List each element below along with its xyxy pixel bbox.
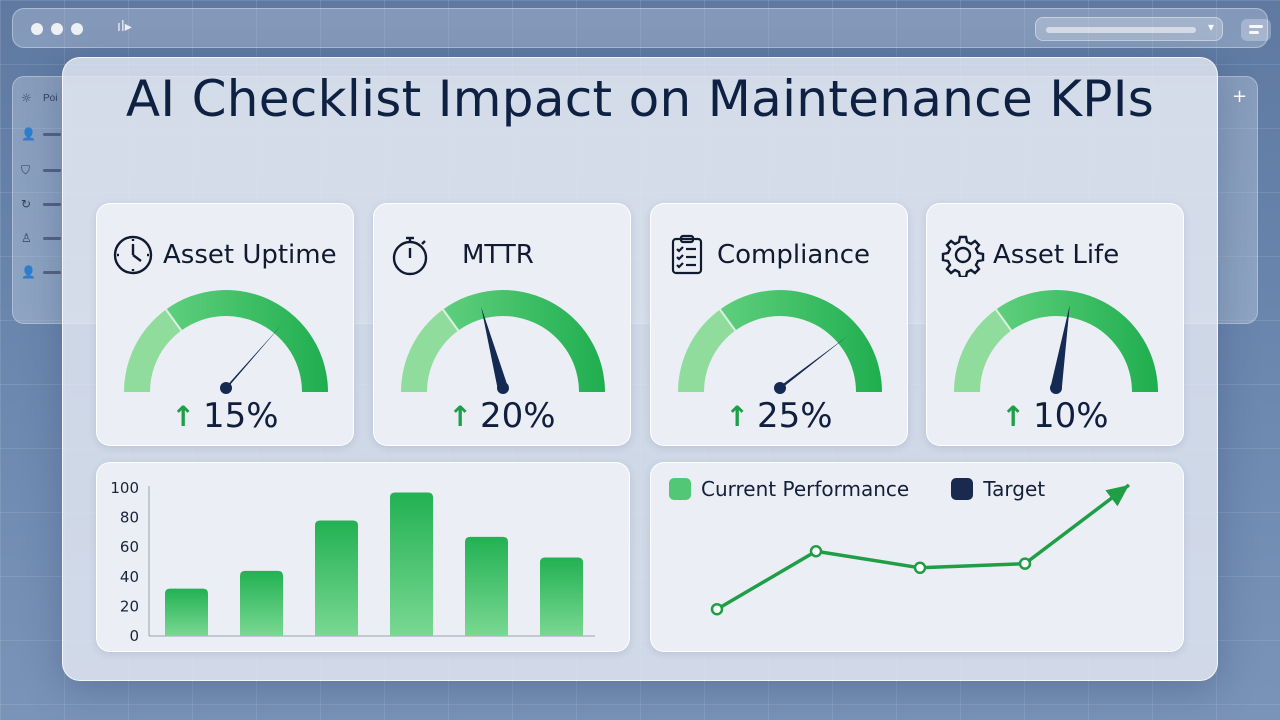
gauge-asset-life: [954, 290, 1158, 394]
gauge-hub: [774, 382, 786, 394]
bar: [540, 557, 583, 636]
sidebar-item-2[interactable]: ⛉: [21, 163, 61, 177]
window-dot-close[interactable]: [31, 23, 43, 35]
gauge-mttr: [401, 290, 605, 394]
line-point: [809, 544, 823, 558]
person-icon: ♙: [21, 231, 32, 245]
checklist-icon: [665, 233, 709, 277]
line-series-current: [716, 483, 1131, 611]
bar-chart: 0 20 40 60 80 100: [110, 479, 595, 645]
clock-icon: [111, 233, 155, 277]
bar: [165, 588, 208, 636]
gauge-divider: [719, 308, 737, 332]
bar: [315, 520, 358, 636]
window-dot-maximize[interactable]: [71, 23, 83, 35]
menu-icon[interactable]: [1241, 19, 1271, 41]
line-point: [710, 602, 724, 616]
line-chart-card: Current Performance Target: [650, 462, 1184, 652]
user-icon: 👤: [21, 127, 36, 141]
gauge-arc-high: [443, 290, 605, 392]
sun-icon: ☼: [21, 91, 32, 105]
shield-icon: ⛉: [21, 163, 31, 177]
user-icon: 👤: [21, 265, 36, 279]
y-tick-label: 0: [129, 627, 139, 645]
arrow-up-icon: ↑: [725, 399, 749, 433]
kpi-delta: 25%: [756, 396, 833, 436]
gauge-compliance: [678, 290, 882, 394]
gauge-arc-low: [678, 309, 736, 392]
kpi-card-mttr: MTTR ↑ 20%: [373, 203, 631, 446]
refresh-icon: ↻: [21, 197, 32, 211]
kpi-card-asset-life: Asset Life ↑ 10%: [926, 203, 1184, 446]
legend-label: Target: [983, 477, 1046, 501]
chart-legend: Current Performance Target: [669, 477, 1087, 501]
legend-swatch: [669, 478, 691, 500]
y-tick-label: 80: [120, 509, 139, 527]
gauge-arc-high: [166, 290, 328, 392]
gauge-hub: [1050, 382, 1062, 394]
background-search-bar[interactable]: ▾: [1035, 17, 1223, 41]
gear-icon: [941, 233, 985, 277]
bar: [465, 536, 508, 636]
y-tick-label: 60: [120, 538, 139, 556]
sidebar-item-label: Poi: [43, 92, 58, 104]
line-point: [1018, 557, 1032, 570]
bar: [390, 492, 433, 636]
gauge-divider: [165, 308, 183, 332]
gauge-divider: [995, 308, 1013, 332]
legend-item-current: Current Performance: [669, 477, 909, 501]
legend-item-target: Target: [951, 477, 1045, 501]
kpi-label: Asset Uptime: [163, 240, 337, 270]
y-tick-label: 100: [110, 479, 139, 497]
arrow-up-icon: ↑: [448, 399, 472, 433]
background-toolbar: ıl▸ ▾: [12, 8, 1271, 48]
sidebar-item-4[interactable]: ♙: [21, 231, 61, 245]
gauge-needle: [481, 306, 509, 390]
sidebar-item-5[interactable]: 👤: [21, 265, 61, 279]
trend-arrowhead: [1105, 485, 1129, 507]
toolbar-glyph: ıl▸: [117, 19, 132, 35]
sidebar-item-3[interactable]: ↻: [21, 197, 61, 211]
gauge-arc-high: [996, 290, 1158, 392]
gauge-hub: [497, 382, 509, 394]
kpi-delta: 10%: [1032, 396, 1109, 436]
page-title: AI Checklist Impact on Maintenance KPIs: [125, 70, 1155, 128]
gauge-divider: [442, 308, 460, 332]
kpi-delta: 20%: [479, 396, 556, 436]
legend-label: Current Performance: [701, 477, 910, 501]
arrow-up-icon: ↑: [1001, 399, 1025, 433]
kpi-card-asset-uptime: Asset Uptime ↑ 15%: [96, 203, 354, 446]
y-tick-label: 40: [120, 568, 139, 586]
line-point: [913, 561, 927, 575]
kpi-card-compliance: Compliance ↑ 25%: [650, 203, 908, 446]
gauge-arc-low: [954, 309, 1012, 392]
bar-chart-card: 0 20 40 60 80 100: [96, 462, 630, 652]
sidebar-item-0[interactable]: ☼ Poi: [21, 91, 57, 105]
gauge-arc-low: [124, 309, 182, 392]
arrow-up-icon: ↑: [171, 399, 195, 433]
y-tick-label: 20: [120, 597, 139, 615]
chevron-down-icon[interactable]: ▾: [1207, 20, 1214, 34]
gauge-needle: [221, 324, 283, 392]
line-chart: [710, 483, 1131, 616]
legend-swatch: [951, 478, 974, 500]
kpi-label: MTTR: [462, 240, 534, 270]
gauge-asset-uptime: [124, 290, 328, 394]
plus-icon[interactable]: +: [1232, 86, 1248, 107]
kpi-label: Asset Life: [993, 240, 1120, 270]
bar: [240, 570, 283, 636]
window-dot-minimize[interactable]: [51, 23, 63, 35]
kpi-label: Compliance: [717, 240, 871, 270]
gauge-arc-low: [401, 309, 459, 392]
gauge-needle: [1050, 305, 1070, 389]
gauge-arc-high: [720, 290, 882, 392]
gauge-needle: [776, 335, 848, 393]
gauge-hub: [220, 382, 232, 394]
stopwatch-icon: [388, 233, 432, 277]
sidebar-item-1[interactable]: 👤: [21, 127, 61, 141]
kpi-delta: 15%: [202, 396, 279, 436]
